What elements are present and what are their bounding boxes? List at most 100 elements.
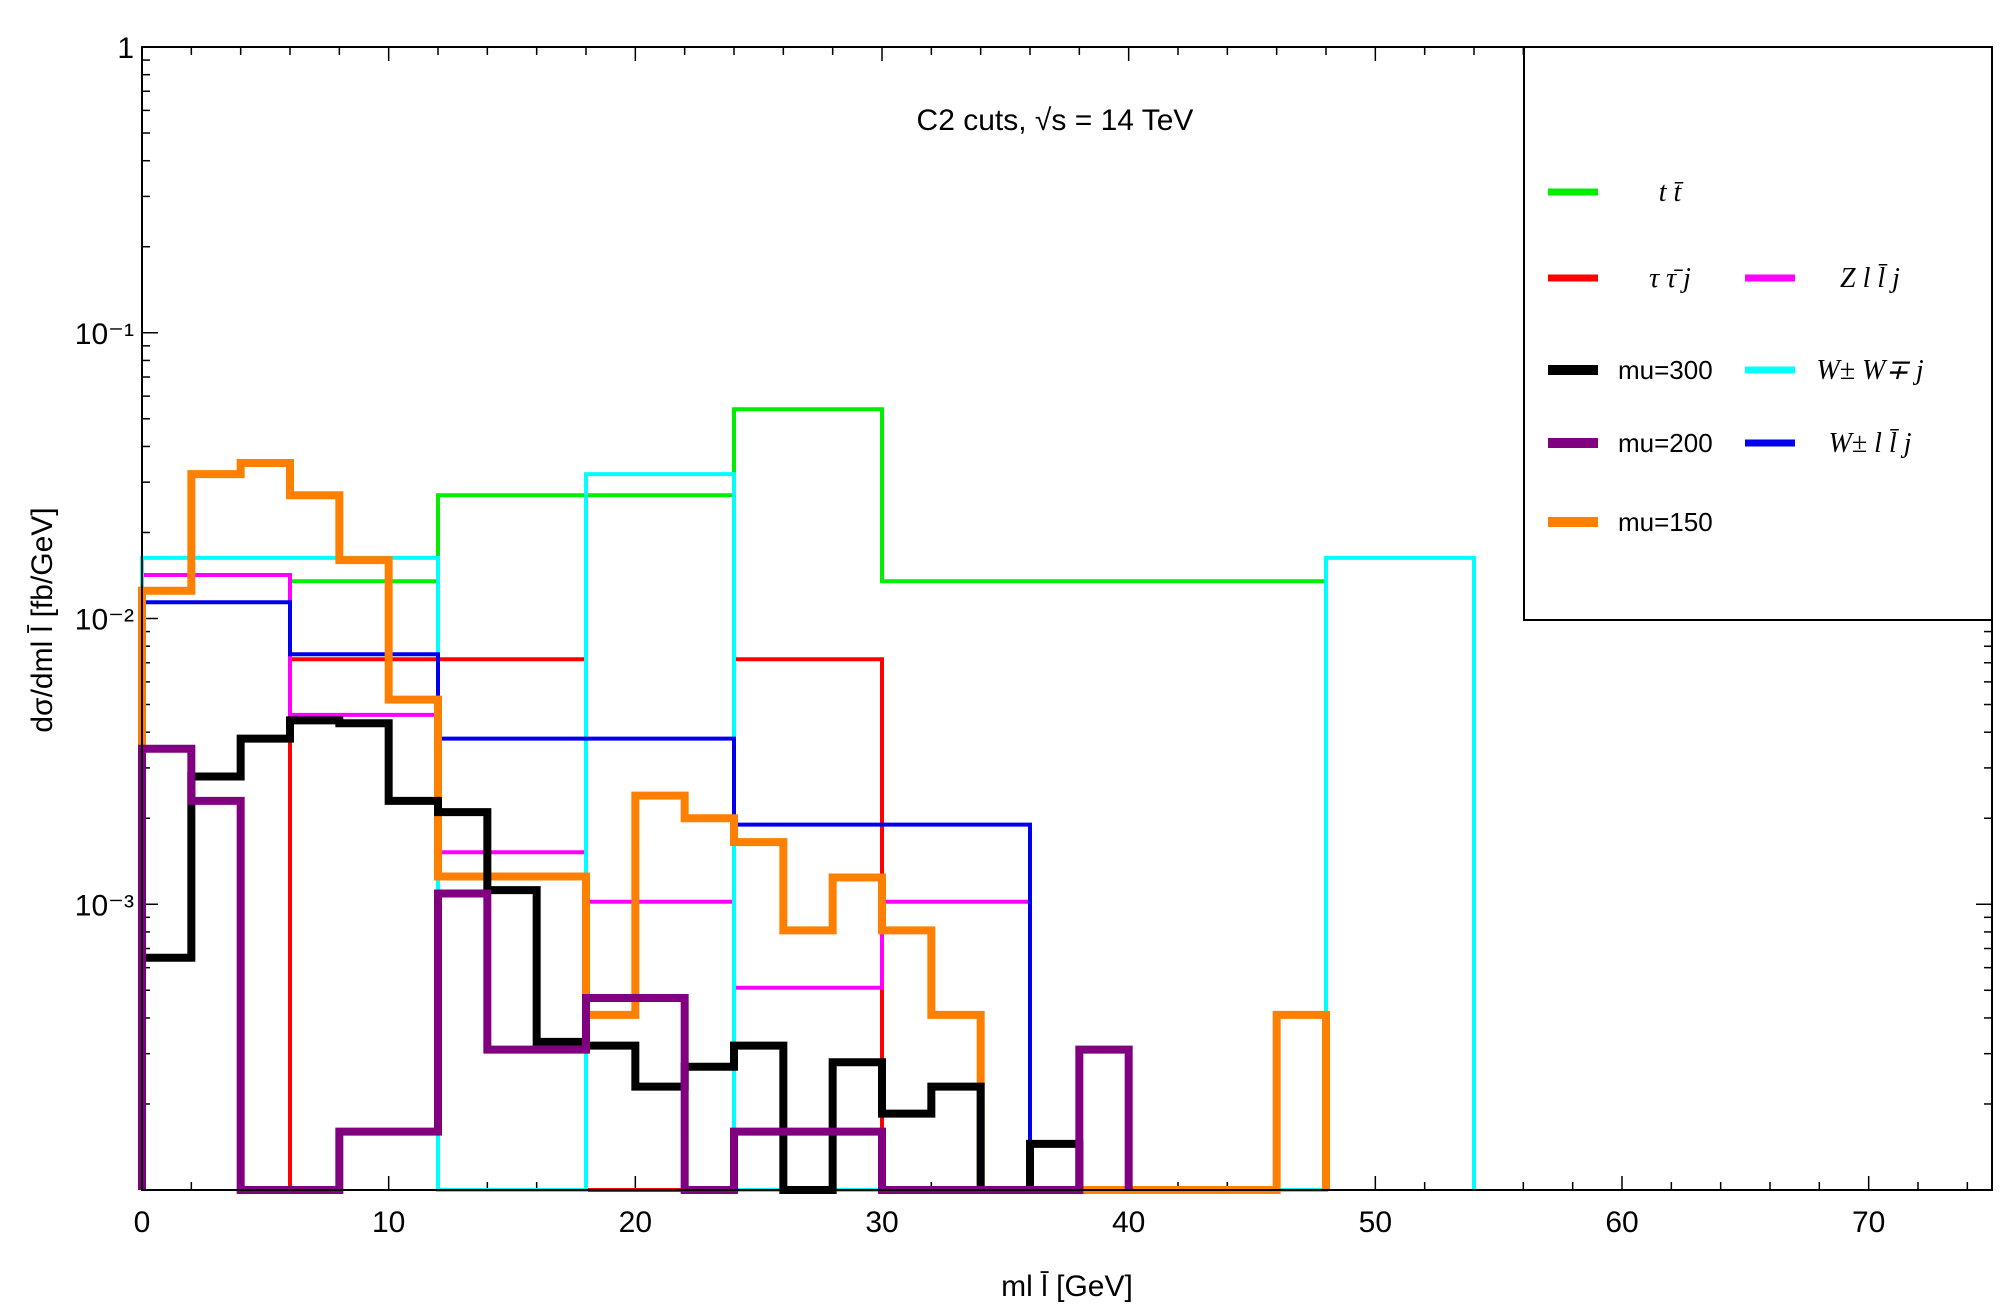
legend-item: mu=200: [1548, 428, 1713, 458]
histogram-bin: [339, 556, 388, 564]
histogram-bin: [1079, 1046, 1128, 1054]
histogram-bin: [438, 808, 487, 816]
histogram-bin: [635, 792, 684, 800]
legend-label: W± W∓ j: [1816, 355, 1923, 386]
legend-label: Z l l̄ j: [1840, 263, 1900, 294]
histogram-bin: [833, 874, 882, 882]
histogram-bin: [241, 735, 290, 743]
y-tick-label: 10⁻³: [75, 889, 134, 922]
legend-frame: [1523, 46, 1993, 621]
x-tick-label: 30: [865, 1206, 898, 1239]
histogram-bin: [586, 470, 734, 478]
histogram-bin: [685, 814, 734, 822]
histogram-bin: [142, 571, 290, 579]
histogram-bin: [734, 1128, 882, 1136]
histogram-bin: [931, 1011, 980, 1019]
histogram-bin: [142, 745, 191, 753]
histogram-bin: [389, 797, 438, 805]
series-t-t-: [288, 405, 1328, 1190]
histogram-bin: [142, 554, 438, 562]
histogram-bin: [734, 405, 882, 413]
histogram-bin: [438, 848, 586, 856]
histogram-bin: [635, 1083, 684, 1091]
legend-item: W± l l̄ j: [1745, 428, 1912, 459]
histogram-bin: [734, 821, 1030, 829]
histogram-bin: [339, 719, 388, 727]
histogram-bin: [882, 898, 1030, 906]
histogram-bin: [586, 1042, 635, 1050]
histogram-bin: [783, 926, 832, 934]
histogram-bin: [142, 598, 290, 606]
y-tick-labels: 10⁻³ 10⁻² 10⁻¹ 1: [75, 32, 134, 922]
histogram-bin: [191, 797, 240, 805]
histogram-bin: [438, 735, 734, 743]
legend-item: mu=300: [1548, 355, 1713, 385]
histogram-bin: [438, 873, 586, 881]
histogram-bin: [882, 577, 1326, 585]
histogram-bin: [931, 1083, 980, 1091]
histogram-bin: [685, 1063, 734, 1071]
legend-item: W± W∓ j: [1745, 355, 1924, 386]
histogram-bin: [734, 838, 783, 846]
y-tick-label: 10⁻¹: [75, 318, 134, 351]
histogram-bin: [487, 1046, 586, 1054]
histogram-bin: [290, 577, 438, 585]
x-tick-label: 50: [1359, 1206, 1392, 1239]
x-tick-label: 10: [372, 1206, 405, 1239]
histogram-bin: [586, 898, 734, 906]
histogram-bin: [142, 954, 191, 962]
legend-label: W± l l̄ j: [1828, 428, 1911, 459]
legend-label: mu=200: [1618, 428, 1713, 458]
legend-item: mu=150: [1548, 507, 1713, 537]
legend-label: mu=150: [1618, 507, 1713, 537]
x-tick-label: 40: [1112, 1206, 1145, 1239]
histogram-bin: [142, 587, 191, 595]
histogram-bin: [882, 926, 931, 934]
legend-items: t t̄ τ τ̄ j Z l l̄ j mu=300 W± W∓ j mu=200 W± …: [1548, 177, 1924, 537]
histogram-bin: [734, 1042, 783, 1050]
histogram-bin: [833, 1058, 882, 1066]
histogram-bin: [191, 470, 240, 478]
legend-label: t t̄: [1659, 177, 1684, 208]
legend-item: t t̄: [1548, 177, 1684, 208]
series-step-line: [288, 407, 1328, 1190]
histogram-bin: [1277, 1011, 1326, 1019]
legend-box: t t̄ τ τ̄ j Z l l̄ j mu=300 W± W∓ j mu=200 W± …: [1523, 46, 1993, 621]
series-step-line: [138, 716, 1084, 1194]
legend-label: τ τ̄ j: [1649, 263, 1691, 294]
histogram-bin: [290, 650, 438, 658]
histogram-bin: [586, 994, 685, 1002]
histogram-bin: [734, 984, 882, 992]
x-tick-label: 70: [1852, 1206, 1885, 1239]
chart-title: C2 cuts, √s = 14 TeV: [917, 104, 1194, 137]
histogram-bin: [339, 1128, 438, 1136]
x-tick-label: 20: [619, 1206, 652, 1239]
x-tick-label: 60: [1605, 1206, 1638, 1239]
histogram-bin: [1326, 554, 1474, 562]
legend-label: mu=300: [1618, 355, 1713, 385]
series-mu=150: [138, 459, 1330, 1194]
x-tick-labels: 0 10 20 30 40 50 60 70: [134, 1206, 1886, 1239]
histogram-bin: [487, 886, 536, 894]
histogram-bin: [389, 696, 438, 704]
y-tick-label: 10⁻²: [75, 604, 134, 637]
histogram-bin: [290, 491, 339, 499]
histogram-bin: [438, 890, 487, 898]
series-mu=300: [138, 716, 1084, 1194]
histogram-bin: [537, 1038, 586, 1046]
x-axis-label: ml l̄ [GeV]: [1001, 1270, 1133, 1303]
histogram-bin: [191, 772, 240, 780]
histogram-bin: [1030, 1140, 1079, 1148]
histogram-bin: [586, 1011, 635, 1019]
histogram-bin: [734, 655, 882, 663]
legend-item: Z l l̄ j: [1745, 263, 1900, 294]
x-tick-label: 0: [134, 1206, 151, 1239]
histogram-bin: [882, 1110, 931, 1118]
series-step-line: [138, 459, 1330, 1194]
histogram-bin: [241, 459, 290, 467]
y-tick-label: 1: [117, 32, 134, 65]
y-axis-label: dσ/dml l̄ [fb/GeV]: [26, 507, 59, 732]
legend-item: τ τ̄ j: [1548, 263, 1691, 294]
histogram-bin: [290, 716, 339, 724]
